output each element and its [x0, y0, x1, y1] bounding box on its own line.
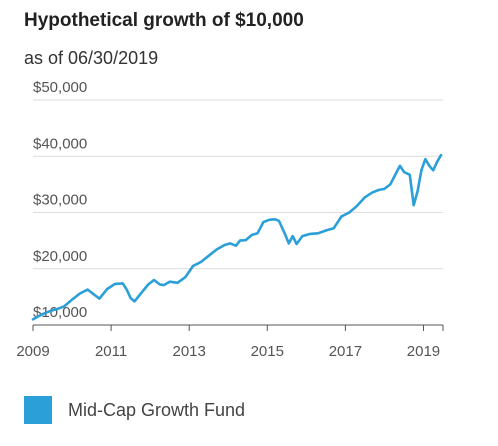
y-tick-label: $40,000	[33, 135, 87, 152]
legend-swatch	[24, 396, 52, 424]
x-tick-label: 2013	[173, 343, 206, 360]
legend-label: Mid-Cap Growth Fund	[68, 399, 246, 420]
y-tick-label: $10,000	[33, 304, 87, 321]
x-tick-label: 2017	[329, 343, 362, 360]
y-tick-label: $50,000	[33, 79, 87, 96]
y-tick-label: $20,000	[33, 248, 87, 265]
legend: Mid-Cap Growth Fund	[24, 393, 245, 427]
x-tick-label: 2019	[407, 343, 440, 360]
series-line	[31, 153, 443, 321]
x-tick-label: 2015	[251, 343, 284, 360]
y-tick-label: $30,000	[33, 192, 87, 209]
x-tick-label: 2011	[95, 343, 127, 360]
chart-subtitle: as of 06/30/2019	[24, 48, 159, 68]
x-tick-label: 2009	[16, 343, 49, 360]
chart-title: Hypothetical growth of $10,000	[24, 10, 304, 31]
